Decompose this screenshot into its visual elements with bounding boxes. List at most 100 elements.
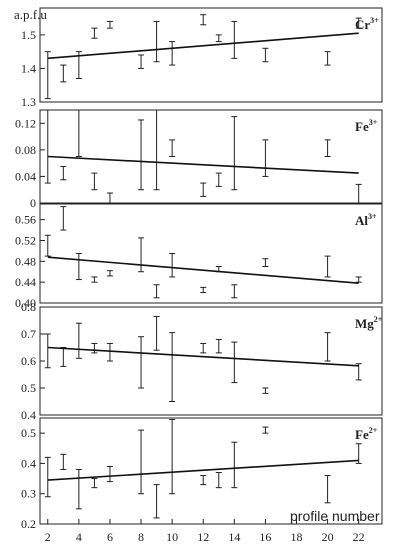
y-tick-label: 0.44 (15, 275, 36, 289)
element-charge: 3+ (368, 212, 377, 221)
x-tick-label: 16 (259, 530, 271, 544)
error-bar (91, 172, 98, 191)
element-charge: 3+ (369, 118, 378, 127)
error-bar (215, 172, 222, 187)
y-tick-label: 1.3 (21, 95, 36, 109)
y-tick-label: 0.5 (21, 426, 36, 440)
y-tick-label: 0 (30, 196, 36, 210)
error-bar (231, 441, 238, 489)
error-bar (44, 109, 51, 184)
error-bar (75, 109, 82, 157)
error-bar (91, 27, 98, 39)
y-tick-label: 0.4 (21, 456, 36, 470)
error-bar (324, 332, 331, 362)
element-label: Mg2+ (355, 315, 383, 331)
y-tick-label: 0.56 (15, 213, 36, 227)
error-bar (153, 20, 160, 63)
error-bar (91, 276, 98, 283)
error-bar (200, 286, 207, 294)
error-bar (169, 253, 176, 278)
panel-frame (39, 417, 383, 525)
y-tick-label: 0.3 (21, 487, 36, 501)
y-tick-label: 0.04 (15, 169, 36, 183)
error-bar (200, 475, 207, 486)
error-bar (138, 336, 145, 389)
element-charge: 2+ (374, 315, 383, 324)
error-bar (324, 51, 331, 66)
y-tick-label: 0.8 (21, 300, 36, 314)
element-label: Fe2+ (355, 426, 378, 442)
error-bar (355, 17, 362, 29)
error-bar (60, 453, 67, 470)
error-bar (231, 20, 238, 59)
element-label: Fe3+ (355, 118, 378, 134)
error-bar (138, 54, 145, 69)
panel-frame (39, 109, 383, 204)
chart-panel-fe-3plus: 0 0.04 0.08 0.12 Fe3+ (15, 109, 383, 210)
error-bar (231, 341, 238, 384)
x-tick-label: 20 (322, 530, 334, 544)
error-bar (169, 419, 176, 495)
error-bar (60, 165, 67, 181)
error-bar (262, 426, 269, 434)
panel-frame (39, 203, 383, 304)
error-bar (169, 332, 176, 402)
element-charge: 2+ (369, 426, 378, 435)
chart-panel-cr-3plus: 1.3 1.4 1.5 Cr3+ (21, 7, 383, 109)
x-tick-label: 12 (197, 530, 209, 544)
element-charge: 3+ (370, 16, 379, 25)
error-bar (91, 478, 98, 489)
x-tick-label: 2 (45, 530, 51, 544)
trend-line (47, 256, 359, 284)
x-tick-label: 6 (107, 530, 113, 544)
error-bar (138, 237, 145, 273)
y-tick-label: 0.48 (15, 254, 36, 268)
error-bar (200, 342, 207, 354)
error-bar (262, 387, 269, 394)
error-bar (215, 338, 222, 354)
error-bar (106, 465, 113, 483)
error-bar (60, 347, 67, 367)
error-bar (324, 139, 331, 157)
chart-panel-fe-2plus: 0.2 0.3 0.4 0.5 Fe2+ (21, 417, 383, 531)
error-bar (355, 363, 362, 381)
error-bar (324, 255, 331, 278)
x-axis: 2 4 6 8 10 12 14 16 18 20 22 (45, 519, 365, 544)
y-tick-label: 0.52 (15, 233, 36, 247)
error-bar (355, 443, 362, 464)
error-bar (262, 139, 269, 177)
y-axis-label: a.p.f.u (14, 7, 47, 22)
error-bar (324, 475, 331, 504)
y-tick-label: 0.08 (15, 143, 36, 157)
error-bar (60, 206, 67, 231)
x-tick-label: 22 (353, 530, 365, 544)
error-bar (60, 64, 67, 83)
panel-frame (39, 7, 383, 103)
error-bar (169, 139, 176, 157)
chart-panel-al-3plus: 0.40 0.44 0.48 0.52 0.56 Al3+ (15, 203, 383, 310)
y-tick-label: 0.6 (21, 354, 36, 368)
x-tick-label: 14 (228, 530, 240, 544)
error-bar (106, 192, 113, 204)
error-bar (138, 119, 145, 191)
error-bar (44, 51, 51, 100)
error-bar (44, 234, 51, 257)
error-bar (215, 34, 222, 43)
error-bar (91, 342, 98, 354)
error-bar (169, 41, 176, 66)
y-tick-label: 0.12 (15, 116, 36, 130)
trend-line (47, 155, 359, 174)
y-tick-label: 0.7 (21, 327, 36, 341)
error-bar (355, 276, 362, 283)
error-bar (231, 116, 238, 191)
x-tick-label: 8 (138, 530, 144, 544)
x-tick-label: 4 (76, 530, 82, 544)
error-bar (262, 47, 269, 63)
error-bar (231, 284, 238, 299)
y-tick-label: 0.2 (21, 517, 36, 531)
x-tick-label: 10 (166, 530, 178, 544)
error-bar (75, 468, 82, 510)
trend-line (47, 459, 359, 481)
chart-panel-mg-2plus: 0.4 0.5 0.6 0.7 0.8 Mg2+ (21, 300, 383, 422)
